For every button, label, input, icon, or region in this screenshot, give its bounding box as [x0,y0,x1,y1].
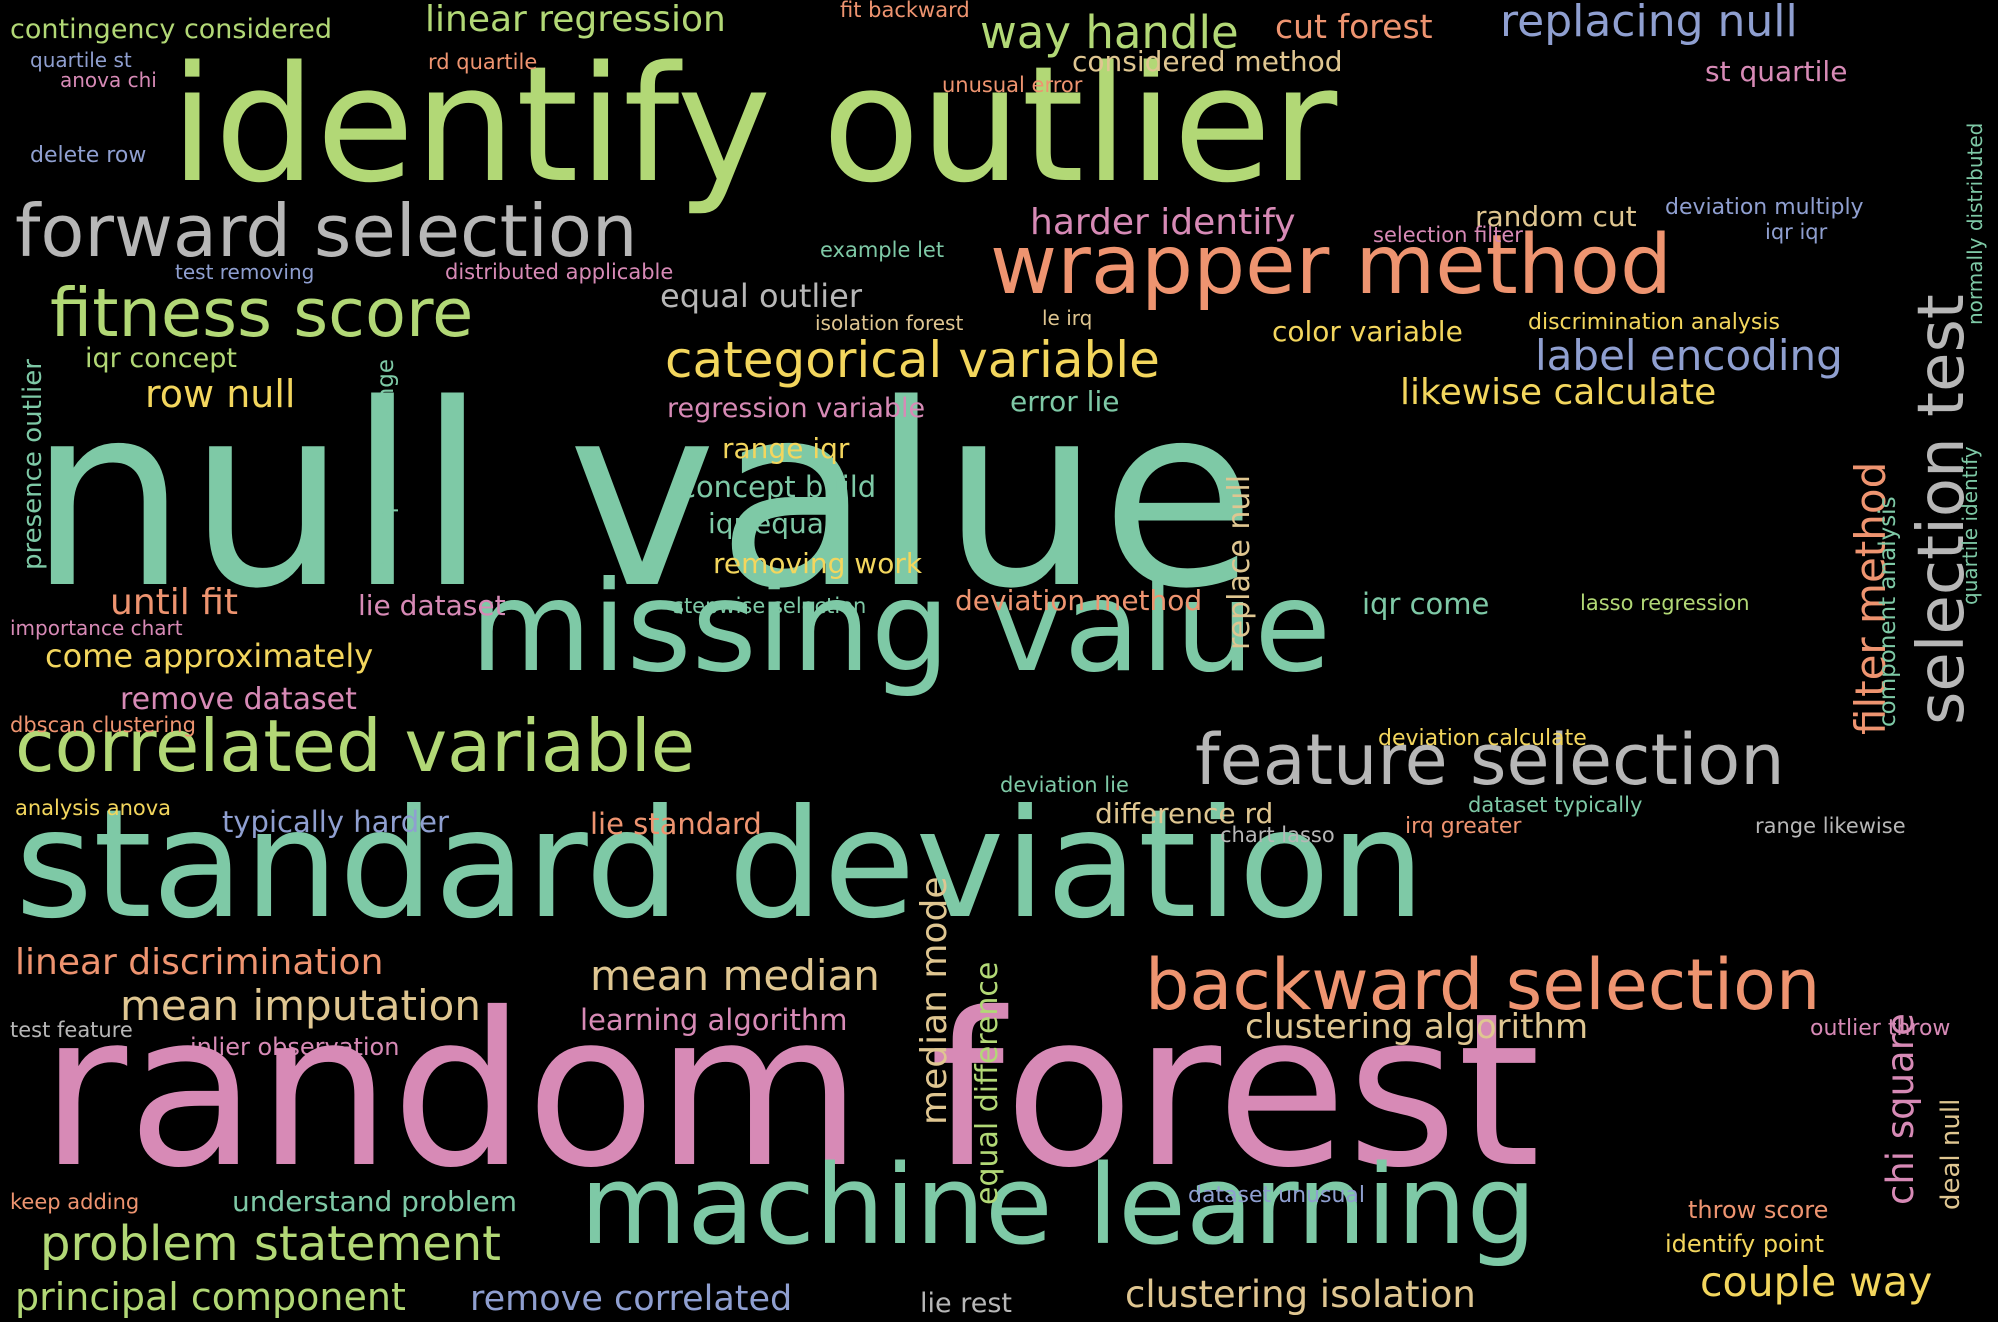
word: replace null [1222,474,1257,650]
word: test removing [175,260,315,284]
word: st quartile [1705,55,1848,88]
word: quartile st [30,48,132,72]
word: stepwise selection [673,594,867,618]
word: replacing null [1500,0,1798,47]
word: regression variable [667,393,926,424]
word: null value [28,351,1256,644]
word: deal null [1936,1098,1966,1210]
word: analysis anova [15,796,172,820]
word: random forest [40,967,1541,1214]
word: selection filter [1373,223,1523,247]
word: dbscan clustering [10,713,196,737]
word: difference rd [1095,797,1274,830]
word: remove correlated [470,1279,793,1319]
word: lie dataset [358,589,506,622]
word: backward selection [1145,944,1821,1026]
word: linear regression [425,0,726,40]
word: clustering algorithm [1245,1007,1589,1047]
word: identify point [1665,1230,1825,1258]
word: importance chart [10,616,183,640]
word: outlier throw [1810,1016,1951,1041]
word: correlated variable [15,704,695,788]
word: range likewise [1755,814,1906,838]
word: le irq [1042,306,1093,330]
word: distributed applicable [445,260,674,284]
word: mean imputation [120,981,481,1030]
word: mean median [590,951,880,1000]
word: test feature [10,1018,133,1042]
word: likewise calculate [1400,372,1717,413]
word: chart lasso [1220,823,1335,847]
word: component analysis [1875,496,1901,727]
word: median mode [914,876,955,1125]
word: iqr iqr [1765,220,1828,244]
word: normally distributed [1963,122,1987,325]
word: lie rest [920,1288,1012,1319]
word: forward selection [15,189,638,273]
word: range iqr [722,432,850,465]
word: machine learning [580,1141,1537,1269]
word: example let [820,238,945,262]
word: come approximately [45,637,374,675]
word: discrimination analysis [1528,310,1780,335]
word: dataset unusual [1188,1183,1365,1208]
word: couple way [1700,1258,1933,1306]
word: categorical variable [665,331,1160,389]
word: row null [145,372,296,416]
word: missing value [470,555,1332,700]
word: iqr equal [708,507,832,540]
word: throw score [1688,1196,1829,1224]
word: way handle [980,6,1239,59]
word: equal difference [970,961,1005,1205]
word: identify outlier [170,31,1338,218]
word: linear discrimination [15,942,384,983]
word: feature selection [1195,719,1785,801]
word: rd quartile [428,50,538,74]
word: irq greater [1405,814,1522,839]
word: lasso regression [1580,591,1750,615]
word: considered method [1072,45,1343,78]
word: cut forest [1275,7,1433,46]
word: typically harder [222,805,449,839]
word: until fit [110,582,238,623]
word: iqr come [1362,587,1490,621]
word: interquartile range [373,358,399,575]
word: equal outlier [660,277,862,315]
word: remove dataset [120,682,357,717]
word: inlier observation [190,1033,400,1061]
word: dataset typically [1468,793,1643,817]
word: concept build [680,470,877,504]
word: unusual error [942,73,1083,97]
word: deviation multiply [1665,195,1864,220]
word: standard deviation [15,778,1426,952]
word: wrapper method [990,218,1673,313]
word: label encoding [1535,331,1843,380]
word: fitness score [50,274,474,352]
word: iqr concept [85,343,237,374]
word: delete row [30,143,147,168]
word: isolation forest [815,311,964,335]
word: quartile identify [1958,446,1982,605]
word: anova chi [60,68,157,92]
word: fit backward [840,0,970,22]
word: removing work [713,547,923,580]
word: deviation method [955,584,1203,617]
word: problem statement [40,1216,501,1272]
word: harder identify [1030,202,1296,243]
word: presence outlier [18,359,48,570]
word: deviation lie [1000,773,1129,797]
word: error lie [1010,385,1120,418]
word: color variable [1272,315,1463,348]
word: keep adding [10,1190,140,1214]
word: clustering isolation [1125,1273,1476,1316]
word: lie standard [590,807,762,841]
word: learning algorithm [580,1003,848,1037]
word: understand problem [232,1185,518,1218]
word: contingency considered [10,14,332,45]
word: principal component [15,1275,406,1319]
word: chi square [1879,1013,1922,1205]
word: random cut [1475,200,1637,233]
word: deviation calculate [1378,726,1587,751]
